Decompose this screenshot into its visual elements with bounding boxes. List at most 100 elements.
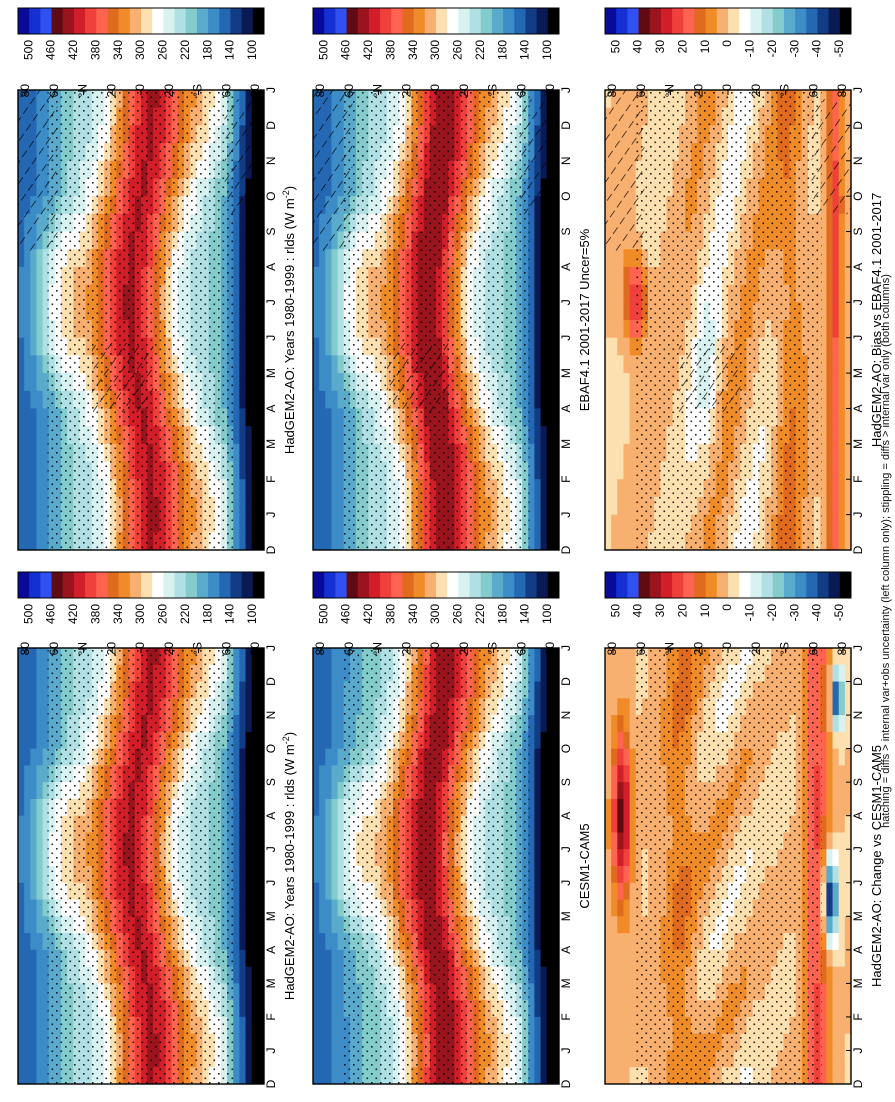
heat-cell	[245, 302, 253, 321]
heat-cell	[239, 899, 247, 917]
heat-cell	[331, 443, 339, 463]
heat-cell	[313, 302, 320, 321]
heat-cell	[540, 337, 548, 356]
heat-cell	[546, 782, 554, 800]
heat-cell	[257, 949, 264, 968]
heat-cell	[325, 815, 333, 834]
heat-cell	[251, 949, 259, 968]
heat-cell	[528, 532, 535, 550]
heat-cell	[546, 648, 554, 666]
heat-cell	[528, 284, 535, 303]
heat-cell	[331, 284, 339, 303]
heat-cell	[534, 933, 542, 951]
hatching	[18, 90, 58, 251]
lat-tick-label: 80	[248, 84, 262, 98]
heat-cell	[546, 748, 554, 766]
heat-cell	[24, 408, 31, 427]
heat-cell	[42, 748, 50, 766]
heat-cell	[30, 408, 38, 427]
heat-cell	[245, 514, 253, 533]
heat-cell	[233, 532, 240, 550]
heat-cell	[30, 681, 38, 699]
heat-cell	[24, 782, 31, 800]
panel-title: EBAF4.1 2001-2017 Uncer=5%	[577, 228, 592, 411]
heat-cell	[534, 302, 542, 321]
heat-cell	[534, 866, 542, 884]
heat-cell	[540, 302, 548, 321]
heat-cell	[233, 266, 240, 286]
heat-cell	[546, 765, 554, 783]
heat-cell	[337, 461, 345, 480]
heat-cell	[251, 266, 259, 286]
heat-cell	[30, 731, 38, 750]
heat-cell	[233, 866, 240, 884]
heat-cell	[540, 882, 548, 901]
heat-cell	[313, 1033, 320, 1052]
heat-cell	[331, 496, 339, 516]
heat-cell	[257, 231, 264, 250]
heat-cell	[331, 983, 339, 1001]
heat-cell	[251, 1016, 259, 1035]
stippling	[47, 90, 235, 550]
heat-cell	[24, 849, 31, 867]
heat-cell	[239, 916, 247, 934]
heat-cell	[42, 337, 50, 356]
heat-cell	[319, 698, 326, 716]
heat-cell	[534, 1000, 542, 1018]
heat-cell	[540, 866, 548, 884]
heat-cell	[605, 443, 612, 463]
heat-cell	[36, 698, 44, 716]
month-tick-label: A	[264, 946, 278, 954]
heat-cell	[534, 1033, 542, 1052]
heat-cell	[552, 496, 559, 516]
heat-cell	[325, 532, 333, 550]
heat-cell	[257, 899, 264, 917]
heat-cell	[623, 284, 631, 303]
month-tick-label: S	[559, 228, 573, 236]
lat-tick-label: 0	[133, 642, 147, 649]
heat-cell	[540, 648, 548, 666]
month-tick-label: M	[559, 978, 573, 988]
heat-cell	[331, 731, 339, 750]
heat-cell	[605, 284, 612, 303]
heat-cell	[528, 373, 535, 392]
heat-cell	[534, 337, 542, 356]
heat-cell	[239, 731, 247, 750]
heat-cell	[251, 933, 259, 951]
heat-cell	[617, 266, 625, 286]
panel-title: CESM1-CAM5	[577, 823, 592, 908]
heat-cell	[617, 426, 625, 445]
heat-cell	[534, 479, 542, 498]
heat-cell	[18, 337, 25, 356]
heat-cell	[36, 284, 44, 303]
heat-cell	[36, 798, 44, 817]
heat-cell	[245, 443, 253, 463]
heat-cell	[36, 320, 44, 339]
heat-cell	[337, 681, 345, 699]
heat-cell	[611, 532, 618, 550]
heat-cell	[42, 849, 50, 867]
heat-cell	[325, 355, 333, 374]
heat-cell	[30, 532, 38, 550]
heat-cell	[337, 882, 345, 901]
heat-cell	[42, 815, 50, 834]
heat-cell	[319, 461, 326, 480]
heat-cell	[552, 698, 559, 716]
heat-cell	[239, 849, 247, 867]
heat-cell	[528, 461, 535, 480]
heat-cell	[42, 949, 50, 968]
heat-cell	[36, 1000, 44, 1018]
heat-cell	[325, 496, 333, 516]
heat-cell	[24, 532, 31, 550]
heat-cell	[245, 1016, 253, 1035]
heat-cell	[319, 765, 326, 783]
heat-cell	[540, 266, 548, 286]
heat-cell	[337, 849, 345, 867]
heat-cell	[540, 765, 548, 783]
heat-cell	[257, 461, 264, 480]
heat-cell	[331, 249, 339, 268]
heat-cell	[233, 916, 240, 934]
heat-cell	[251, 337, 259, 356]
